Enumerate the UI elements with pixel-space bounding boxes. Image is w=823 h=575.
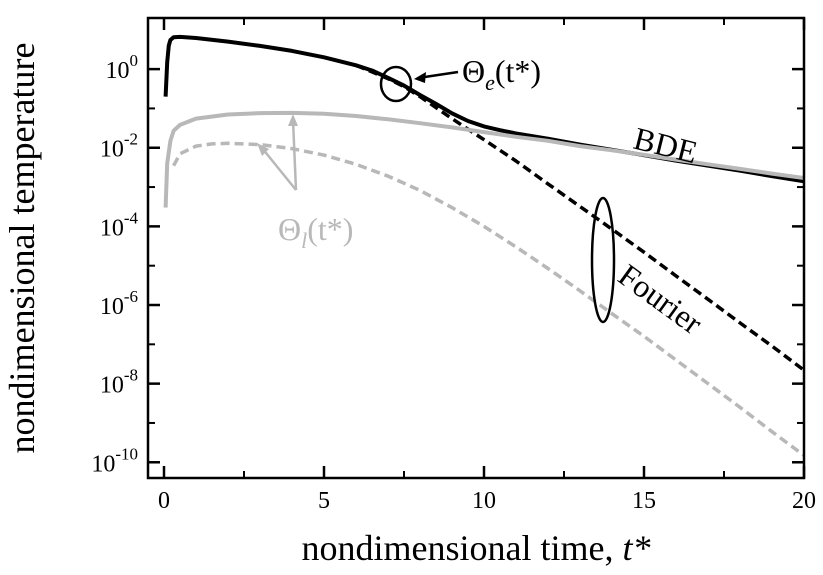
- theta-l-arrow-2: [261, 147, 297, 191]
- x-tick-label: 20: [792, 488, 816, 514]
- series-layer: [163, 34, 804, 457]
- x-axis: 0 5 10 15 20: [158, 18, 816, 514]
- y-tick-label: 10-8: [100, 366, 138, 399]
- theta-e-label: Θe(t*): [462, 53, 541, 95]
- y-tick-label: 10-6: [100, 287, 138, 320]
- theta-l-arrowhead-1: [288, 114, 298, 126]
- y-tick-label: 10-10: [91, 444, 138, 477]
- y-tick-label: 100: [106, 51, 139, 84]
- series-line-4: [172, 141, 804, 457]
- x-tick-label: 10: [472, 488, 496, 514]
- theta-l-arrowhead-2: [257, 143, 269, 156]
- bde-label: BDE: [630, 120, 701, 170]
- plot-frame: [146, 16, 806, 480]
- theta-l-arrow-1: [291, 119, 298, 191]
- fourier-label: Fourier: [612, 257, 710, 342]
- x-tick-label: 5: [318, 488, 330, 514]
- x-axis-title: nondimensional time, t*: [302, 528, 651, 568]
- y-tick-label: 10-4: [100, 208, 139, 241]
- annotations: Θe(t*) BDE Fourier Θl(t*): [257, 53, 710, 341]
- y-axis: 100 10-2 10-4 10-6 10-8 10-10: [91, 51, 804, 477]
- x-tick-label: 0: [158, 488, 170, 514]
- y-axis-title: nondimensional temperature: [2, 43, 42, 454]
- series-line-3: [163, 110, 804, 208]
- x-tick-label: 15: [632, 488, 656, 514]
- theta-e-arrowhead: [414, 72, 426, 83]
- y-tick-label: 10-2: [100, 130, 138, 163]
- theta-l-label: Θl(t*): [278, 211, 353, 253]
- series-line-2: [355, 63, 804, 372]
- fourier-ellipse: [590, 196, 616, 324]
- theta-e-ellipse: [379, 65, 413, 103]
